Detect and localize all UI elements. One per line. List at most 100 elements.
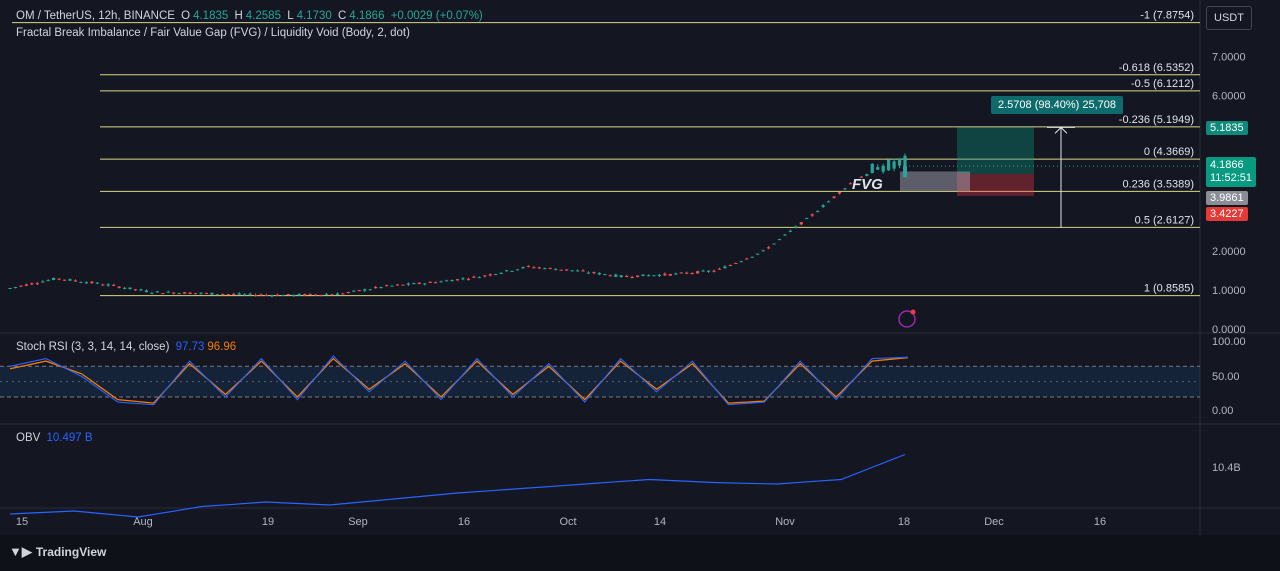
candle-body xyxy=(526,265,531,267)
candle-body xyxy=(423,283,427,285)
take-profit-zone xyxy=(957,127,1034,174)
time-axis-tick: 18 xyxy=(898,516,910,528)
currency-button[interactable]: USDT xyxy=(1206,6,1252,30)
candle-body xyxy=(788,230,792,232)
candle-body xyxy=(357,290,361,292)
tradingview-logo-icon: ▼▶ xyxy=(9,544,32,559)
candle-body xyxy=(685,272,689,274)
candle-body xyxy=(406,283,410,285)
candle-body xyxy=(379,286,383,288)
candle-body xyxy=(706,270,711,272)
indicator-legend[interactable]: Fractal Break Imbalance / Fair Value Gap… xyxy=(16,27,410,39)
candle-body xyxy=(324,294,329,296)
time-axis-tick: 15 xyxy=(16,516,28,528)
candle-body xyxy=(505,270,509,272)
candle-body xyxy=(232,294,236,296)
candle-body xyxy=(281,295,285,297)
candle-body xyxy=(854,179,858,181)
candle-body xyxy=(215,294,219,296)
candle-body xyxy=(363,289,367,291)
candle-body xyxy=(614,274,618,277)
tradingview-logo[interactable]: ▼▶ TradingView xyxy=(9,544,106,560)
candle-body xyxy=(150,292,154,294)
candle-body xyxy=(8,288,12,290)
candle-body xyxy=(832,196,836,198)
candle-body xyxy=(663,273,667,276)
symbol-header: OM / TetherUS, 12h, BINANCE O 4.1835 H 4.2… xyxy=(16,10,486,22)
candles xyxy=(8,153,907,298)
obv-legend[interactable]: OBV 10.497 B xyxy=(16,432,96,444)
candle-body xyxy=(259,294,263,296)
candle-body xyxy=(19,285,23,287)
candle-body xyxy=(848,183,853,185)
candle-body xyxy=(766,247,771,249)
event-dot-icon xyxy=(910,309,916,315)
candle-body xyxy=(270,295,274,297)
open-label: O xyxy=(181,10,191,22)
candle-body xyxy=(461,278,465,280)
fib-label: 0.236 (3.5389) xyxy=(1122,178,1194,190)
candle-body xyxy=(750,256,754,258)
candle-body xyxy=(548,267,552,269)
candle-body xyxy=(226,294,230,296)
price-axis-tick: 0.0000 xyxy=(1212,324,1246,336)
event-icon xyxy=(898,310,916,328)
candle-body xyxy=(166,291,170,293)
stoch-k-line xyxy=(9,355,909,406)
candle-body xyxy=(292,294,296,296)
stoch-rsi-legend[interactable]: Stoch RSI (3, 3, 14, 14, close) 97.73 96.… xyxy=(16,341,239,353)
candle-body xyxy=(641,274,645,277)
candle-body xyxy=(73,280,78,282)
candle-body xyxy=(603,274,607,276)
candle-body xyxy=(887,159,891,171)
close-value: 4.1866 xyxy=(349,10,385,22)
candle-body xyxy=(139,289,143,291)
candle-body xyxy=(728,265,732,267)
candle-body xyxy=(155,291,159,293)
candle-body xyxy=(346,292,350,294)
candle-body xyxy=(133,289,138,291)
candle-body xyxy=(488,274,492,276)
candle-body xyxy=(777,239,782,241)
stoch-d-value: 96.96 xyxy=(207,341,237,353)
candle-body xyxy=(696,271,700,274)
fib-label: -1 (7.8754) xyxy=(1140,10,1194,22)
candle-body xyxy=(401,284,405,286)
candle-body xyxy=(253,294,258,296)
candle-body xyxy=(41,281,45,283)
candle-body xyxy=(472,276,476,278)
candle-body xyxy=(84,282,89,284)
candle-body xyxy=(543,268,547,270)
candle-body xyxy=(275,294,280,296)
low-value: 4.1730 xyxy=(296,10,332,22)
candle-body xyxy=(466,278,471,280)
candle-body xyxy=(330,294,334,296)
close-label: C xyxy=(337,10,347,22)
candle-body xyxy=(843,188,847,190)
candle-body xyxy=(417,282,421,284)
change-value: +0.0029 (+0.07%) xyxy=(390,10,483,22)
candle-body xyxy=(816,211,820,213)
stoch-tick-0: 0.00 xyxy=(1212,405,1234,417)
stoch-rsi-label: Stoch RSI (3, 3, 14, 14, close) xyxy=(16,341,170,353)
time-axis-tick: Sep xyxy=(348,516,368,528)
candle-body xyxy=(870,163,874,173)
fib-label: -0.236 (5.1949) xyxy=(1119,114,1194,126)
candle-body xyxy=(646,275,651,277)
obv-label: OBV xyxy=(16,432,41,444)
fib-label: -0.5 (6.1212) xyxy=(1131,78,1194,90)
candle-body xyxy=(657,274,662,277)
candle-body xyxy=(30,283,34,285)
candle-body xyxy=(62,279,67,281)
time-axis-tick: Aug xyxy=(133,516,153,528)
candle-body xyxy=(199,292,203,294)
price-axis-tick: 7.0000 xyxy=(1212,52,1246,64)
candle-body xyxy=(630,276,634,278)
time-axis-tick: 14 xyxy=(654,516,666,528)
candle-body xyxy=(619,275,623,277)
candle-body xyxy=(248,293,252,295)
candle-body xyxy=(319,294,323,296)
candle-body xyxy=(314,294,318,296)
candle-body xyxy=(859,176,863,178)
